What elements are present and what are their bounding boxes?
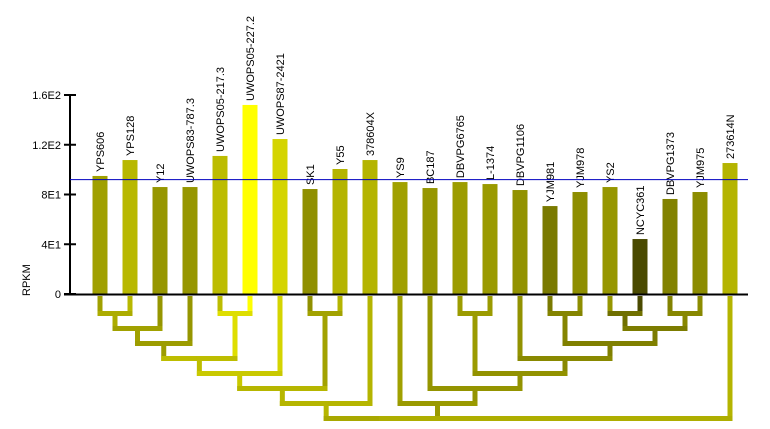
dendrogram-branch (307, 296, 313, 316)
bar-label: YPS128 (125, 116, 137, 156)
bar (422, 188, 438, 294)
dendrogram-branch (547, 296, 553, 316)
dendrogram-branch (337, 296, 343, 316)
bar-label: UWOPS87-2421 (275, 53, 287, 135)
bar-label: DBVPG6765 (455, 115, 467, 178)
bar-label: DBVPG1106 (515, 124, 527, 186)
bar (152, 187, 168, 294)
dendrogram-branch (161, 341, 167, 361)
bar-label: 273614N (725, 114, 737, 159)
bar (572, 192, 588, 294)
bar-labels: YPS606 YPS128 Y12 UWOPS83-787.3 UWOPS05-217.… (95, 16, 737, 235)
dendrogram-branch (322, 311, 328, 391)
bar (662, 198, 678, 294)
dendrogram-branch (397, 296, 403, 406)
dendrogram-branch (727, 296, 733, 421)
y-tick-label: 4E1 (41, 239, 61, 251)
dendrogram-branch (697, 296, 703, 316)
bar-label: YPS606 (95, 132, 107, 172)
y-tick-label: 8E1 (41, 190, 61, 202)
bar-label: Y12 (155, 163, 167, 183)
dendrogram (97, 296, 733, 421)
bar-label: L-1374 (485, 146, 497, 180)
dendrogram-branch (472, 311, 478, 376)
y-axis-label: RPKM (21, 264, 33, 296)
dendrogram-branch (135, 326, 140, 346)
dendrogram-branch (157, 296, 163, 331)
dendrogram-branch (127, 296, 133, 316)
dendrogram-branch (577, 296, 583, 316)
dendrogram-branch (97, 296, 103, 316)
bar (722, 163, 738, 294)
bar (542, 206, 558, 294)
dendrogram-branch (187, 296, 193, 346)
dendrogram-branch (323, 401, 329, 421)
bar-label: YJM981 (545, 162, 557, 202)
dendrogram-branch (487, 296, 493, 316)
bar-label: UWOPS83-787.3 (185, 98, 197, 183)
bar (392, 182, 408, 294)
dendrogram-branch (472, 386, 478, 406)
bar (302, 189, 318, 294)
dendrogram-branch (637, 296, 643, 316)
bar-label: YJM978 (575, 148, 587, 188)
dendrogram-branch (232, 311, 238, 361)
bar-label: YJM975 (695, 148, 707, 188)
bar-label: BC187 (425, 150, 437, 184)
bar-label: UWOPS05-227.2 (245, 16, 257, 101)
bar-label: Y55 (335, 145, 347, 165)
bar (332, 169, 348, 294)
bar-label: SK1 (305, 164, 317, 185)
bar (92, 175, 108, 294)
dendrogram-branch (237, 371, 243, 391)
dendrogram-branch (562, 311, 568, 346)
bar (452, 182, 468, 294)
bar (512, 190, 528, 294)
bar (482, 184, 498, 294)
dendrogram-branch (427, 296, 433, 391)
bar-label: YS2 (605, 162, 617, 183)
dendrogram-branch (652, 326, 658, 346)
dendrogram-branch (196, 356, 202, 376)
bar (212, 155, 228, 294)
dendrogram-branch (247, 296, 253, 316)
dendrogram-branch (667, 296, 673, 316)
bar (182, 187, 198, 294)
bar (122, 160, 138, 294)
bar (602, 187, 618, 294)
y-tick-label: 1.6E2 (32, 90, 61, 102)
dendrogram-branch (622, 311, 628, 331)
y-axis-ticks: 0 4E1 8E1 1.2E2 1.6E2 (32, 90, 76, 301)
dendrogram-branch (682, 311, 688, 331)
dendrogram-branch (217, 296, 223, 316)
bar-label: DBVPG1373 (665, 132, 677, 195)
bar (242, 104, 258, 294)
dendrogram-branch (562, 356, 568, 376)
dendrogram-branch (279, 386, 285, 406)
y-tick-label: 1.2E2 (32, 140, 61, 152)
bar (362, 160, 378, 294)
bar-label: UWOPS05-217.3 (215, 67, 227, 152)
dendrogram-branch (435, 401, 440, 421)
dendrogram-branch (277, 296, 283, 376)
dendrogram-branch (457, 296, 463, 316)
bar-label: 378604X (365, 111, 377, 156)
dendrogram-branch (112, 311, 118, 331)
bar (632, 239, 648, 294)
bar-label: NCYC361 (635, 185, 647, 235)
bar-label: YS9 (395, 157, 407, 178)
dendrogram-branch (517, 371, 523, 391)
dendrogram-branch (607, 296, 613, 316)
bar (692, 192, 708, 294)
bar (272, 139, 288, 294)
dendrogram-branch (367, 296, 373, 406)
bars (92, 104, 738, 294)
dendrogram-link (379, 416, 733, 421)
y-tick-label: 0 (55, 289, 61, 301)
dendrogram-branch (607, 341, 613, 361)
dendrogram-branch (517, 296, 523, 361)
